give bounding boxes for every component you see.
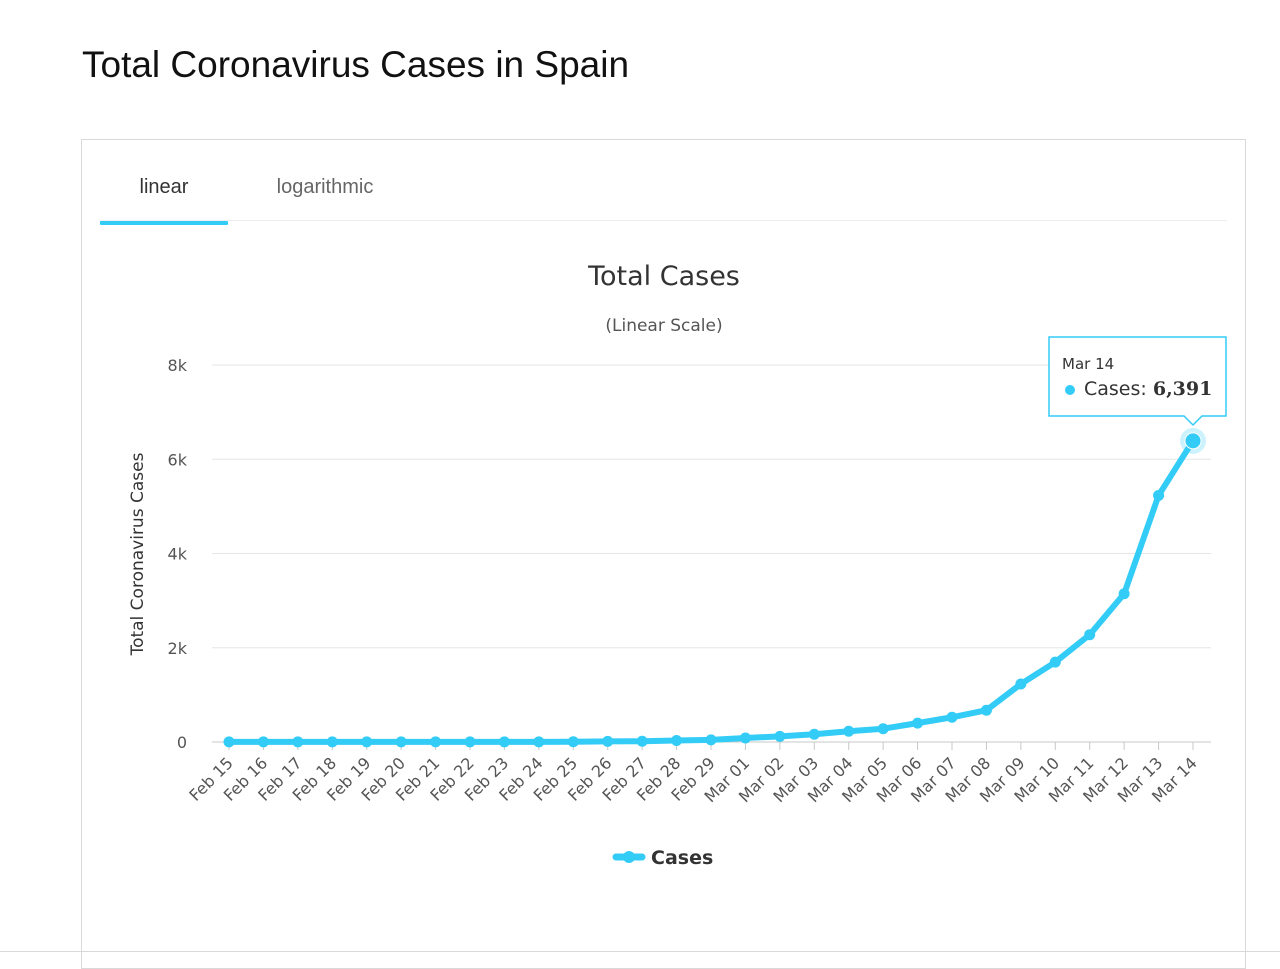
data-point — [1118, 588, 1130, 600]
data-point — [705, 734, 717, 746]
y-tick-label: 2k — [168, 639, 188, 658]
y-axis-label: Total Coronavirus Cases — [128, 452, 148, 656]
data-point — [877, 723, 889, 735]
data-point — [1184, 432, 1202, 450]
legend-swatch-marker — [623, 851, 635, 863]
data-point — [843, 725, 855, 737]
data-point — [464, 736, 476, 748]
tab-logarithmic-label: logarithmic — [276, 176, 374, 198]
data-point — [292, 736, 304, 748]
data-point — [498, 736, 510, 748]
data-point — [774, 730, 786, 742]
tab-logarithmic[interactable]: logarithmic — [255, 176, 395, 220]
data-point — [636, 735, 648, 747]
scale-tabs: linear logarithmic — [100, 140, 1227, 225]
y-tick-label: 6k — [168, 450, 188, 469]
data-point — [1153, 489, 1165, 501]
data-point — [361, 736, 373, 748]
tooltip-label: Cases: — [1084, 378, 1153, 400]
data-point — [912, 717, 924, 729]
tooltip-value-line: Cases: 6,391 — [1084, 378, 1212, 400]
tooltip-series-dot — [1065, 385, 1075, 395]
chart-subtitle: (Linear Scale) — [605, 316, 722, 336]
legend-label-cases[interactable]: Cases — [651, 847, 713, 869]
data-point — [739, 732, 751, 744]
tooltip-box — [1048, 336, 1227, 427]
tooltip-value: 6,391 — [1153, 378, 1213, 400]
data-point — [567, 736, 579, 748]
data-point — [980, 704, 992, 716]
data-point — [395, 736, 407, 748]
data-point — [808, 728, 820, 740]
y-tick-label: 4k — [168, 545, 188, 564]
tab-linear-label: linear — [139, 176, 189, 198]
data-point — [671, 734, 683, 746]
tooltip-date: Mar 14 — [1062, 355, 1114, 373]
data-point — [602, 735, 614, 747]
tab-linear[interactable]: linear — [100, 176, 228, 225]
y-tick-label: 8k — [168, 356, 188, 375]
data-point — [1049, 656, 1061, 668]
series-line-cases — [226, 437, 1196, 745]
data-point — [430, 736, 442, 748]
data-point — [1015, 678, 1027, 690]
chart-title: Total Cases — [587, 261, 740, 292]
data-point — [257, 736, 269, 748]
active-tab-indicator — [100, 221, 228, 225]
data-point — [326, 736, 338, 748]
page-title: Total Coronavirus Cases in Spain — [82, 44, 630, 85]
data-point — [1084, 629, 1096, 641]
data-point — [223, 736, 235, 748]
y-tick-label: 0 — [177, 733, 187, 752]
data-point — [946, 711, 958, 723]
data-point — [533, 736, 545, 748]
page-divider — [0, 951, 1280, 952]
